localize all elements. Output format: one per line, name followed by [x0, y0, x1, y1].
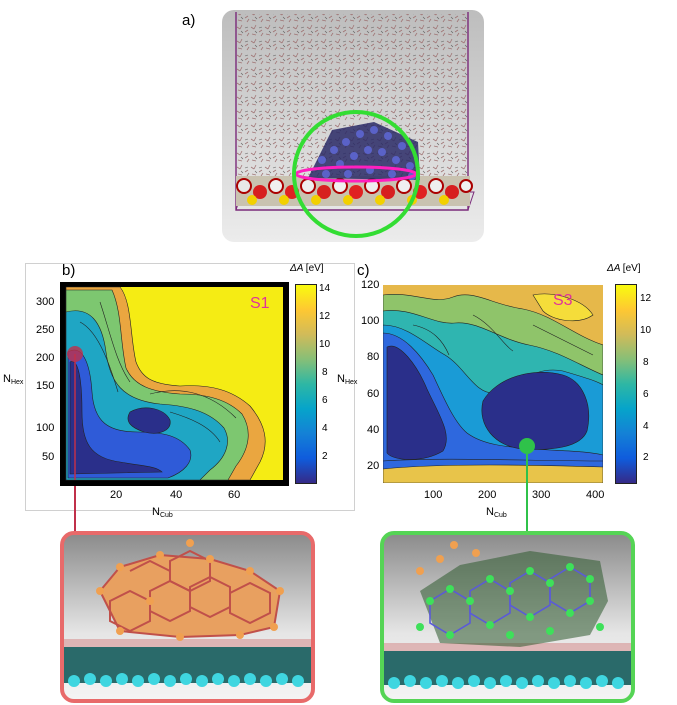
substrate-atoms [236, 178, 473, 205]
cbar-tick: 10 [640, 325, 652, 336]
cbar-tick: 12 [319, 311, 331, 322]
colorbar-c [615, 284, 637, 484]
map-label-b: S1 [250, 295, 270, 312]
x-tick: 100 [424, 489, 443, 501]
panel-b-frame [25, 263, 355, 511]
ice-nucleus [308, 122, 420, 180]
y-tick: 250 [36, 324, 55, 336]
free-energy-map-c: S3 [383, 285, 603, 483]
marker-dot-b [67, 346, 83, 362]
cbar-tick: 2 [322, 451, 328, 462]
map-label-c: S3 [553, 292, 573, 309]
y-axis-label-c: NHex [337, 373, 358, 386]
y-tick: 100 [361, 315, 380, 327]
connector-b [74, 486, 76, 532]
colorbar-title-c: ΔA [eV] [607, 263, 641, 274]
snapshot-s1 [60, 531, 315, 703]
colorbar-title-b: ΔA [eV] [290, 263, 324, 274]
marker-dot-c [519, 438, 535, 454]
cbar-tick: 8 [643, 357, 649, 368]
cbar-tick: 6 [322, 395, 328, 406]
y-tick: 300 [36, 296, 55, 308]
y-tick: 20 [367, 460, 380, 472]
x-tick: 200 [478, 489, 497, 501]
panel-b-label: b) [62, 262, 76, 279]
nucleus-circle [292, 110, 420, 238]
panel-a-label: a) [182, 12, 196, 29]
x-axis-label-c: NCub [486, 506, 507, 519]
cbar-tick: 4 [643, 421, 649, 432]
y-tick: 200 [36, 352, 55, 364]
y-tick: 40 [367, 424, 380, 436]
cbar-tick: 8 [322, 367, 328, 378]
snapshot-s3 [380, 531, 635, 703]
colorbar-b [295, 284, 317, 484]
cbar-tick: 2 [643, 452, 649, 463]
y-tick: 120 [361, 279, 380, 291]
connector-c [526, 454, 528, 532]
y-axis-label-b: NHex [3, 373, 24, 386]
x-tick: 400 [586, 489, 605, 501]
panel-c-label: c) [357, 262, 370, 279]
y-tick: 100 [36, 422, 55, 434]
y-tick: 50 [42, 451, 55, 463]
free-energy-map-b: S1 [60, 282, 289, 486]
cbar-tick: 14 [319, 283, 331, 294]
cbar-tick: 6 [643, 389, 649, 400]
x-tick: 300 [532, 489, 551, 501]
simulation-box-image [222, 10, 484, 242]
cbar-tick: 12 [640, 293, 652, 304]
y-tick: 80 [367, 351, 380, 363]
x-tick: 40 [170, 489, 183, 501]
cbar-tick: 4 [322, 423, 328, 434]
x-tick: 20 [110, 489, 123, 501]
x-axis-label-b: NCub [152, 506, 173, 519]
cbar-tick: 10 [319, 339, 331, 350]
x-tick: 60 [228, 489, 241, 501]
y-tick: 60 [367, 388, 380, 400]
cluster-atoms-s3 [416, 541, 608, 647]
y-tick: 150 [36, 380, 55, 392]
